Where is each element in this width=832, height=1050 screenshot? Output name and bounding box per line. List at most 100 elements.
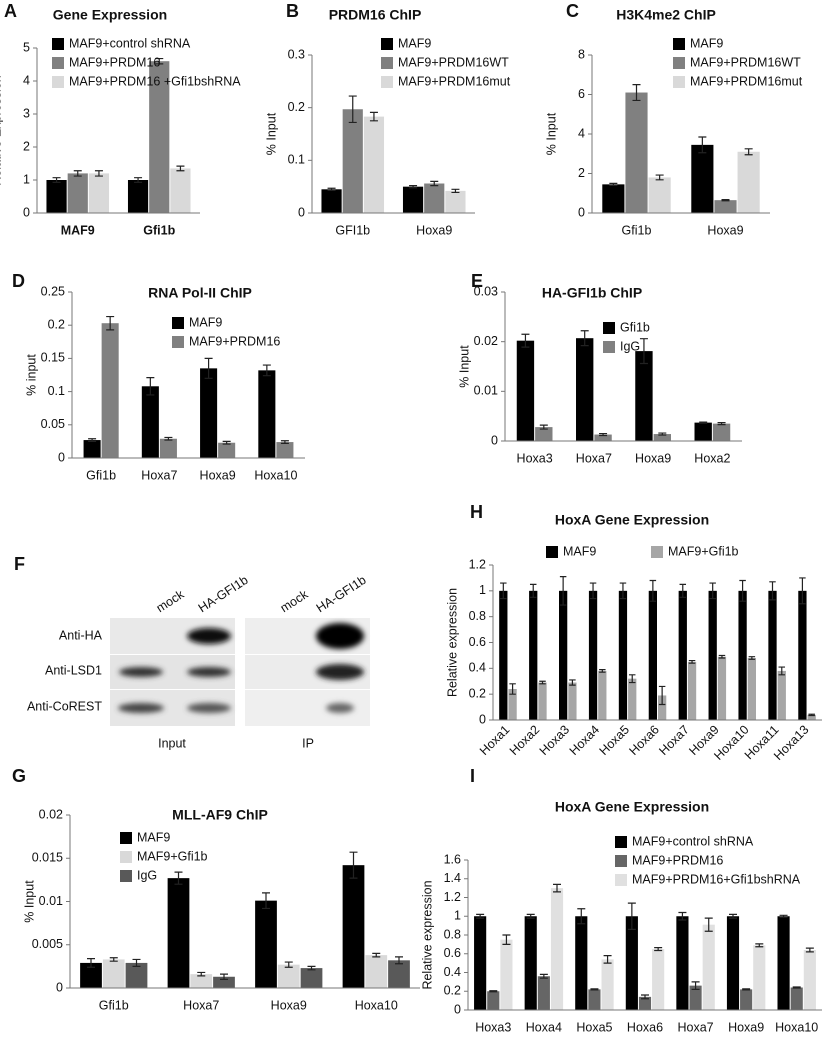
bar <box>342 109 363 213</box>
y-tick-label: 1 <box>454 909 461 923</box>
error-bar <box>580 330 589 347</box>
y-tick-label: 1.2 <box>469 557 486 571</box>
bar <box>790 987 803 1010</box>
error-bar <box>641 994 649 1000</box>
row-label: Anti-LSD1 <box>45 663 102 677</box>
y-tick-label: 0 <box>454 1002 461 1016</box>
error-bar <box>603 955 612 964</box>
legend-label: MAF9+Gfi1b <box>668 544 739 558</box>
bar <box>714 200 737 213</box>
error-bar <box>599 669 606 673</box>
error-bar <box>778 666 786 676</box>
x-tick-label: Gfi1b <box>143 223 175 237</box>
error-bar <box>721 198 730 202</box>
error-bar <box>109 957 118 962</box>
bar <box>141 386 159 458</box>
bar <box>538 682 547 720</box>
legend-swatch <box>381 76 393 88</box>
error-bar <box>509 683 516 695</box>
y-axis-label: Relative expression <box>420 880 434 989</box>
bar <box>652 949 665 1010</box>
error-bar <box>539 973 548 979</box>
blot-bands <box>118 623 364 713</box>
chart-title: MLL-AF9 ChIP <box>172 807 268 823</box>
y-tick-label: 0.6 <box>469 635 486 649</box>
legend-label: MAF9+PRDM16+Gfi1bshRNA <box>632 872 801 886</box>
y-tick-label: 0.2 <box>444 984 461 998</box>
bar <box>628 678 637 720</box>
legend-label: MAF9+PRDM16 <box>632 853 723 867</box>
bar <box>678 590 687 720</box>
x-tick-label: Hoxa9 <box>200 468 236 482</box>
x-tick-label: Hoxa9 <box>635 451 671 465</box>
bar <box>388 960 410 988</box>
y-axis-label: % input <box>24 354 38 396</box>
bar <box>689 985 702 1010</box>
y-tick-label: 0.005 <box>32 937 63 951</box>
bar <box>500 939 513 1010</box>
error-bar <box>599 432 608 437</box>
y-tick-label: 0.6 <box>444 946 461 960</box>
chart-title: PRDM16 ChIP <box>329 7 422 23</box>
bar <box>321 189 342 213</box>
panel-letter: G <box>12 766 26 786</box>
bar <box>67 173 88 213</box>
error-bar <box>372 952 381 958</box>
x-tick-label: Hoxa10 <box>775 1020 818 1034</box>
legend-label: IgG <box>620 339 640 353</box>
error-bar <box>609 182 618 186</box>
error-bar <box>704 917 713 932</box>
bar <box>101 323 119 458</box>
bar <box>200 368 218 458</box>
error-bar <box>164 436 173 441</box>
y-axis-label: % Input <box>457 345 471 388</box>
error-bar <box>197 971 206 977</box>
y-tick-label: 1.6 <box>444 852 461 866</box>
error-bar <box>262 364 271 377</box>
error-bar <box>539 680 546 685</box>
bar <box>170 168 191 213</box>
error-bar <box>590 988 599 991</box>
y-tick-label: 2 <box>578 166 585 180</box>
x-tick-label: Hoxa9 <box>271 998 307 1012</box>
bar <box>516 340 535 441</box>
y-tick-label: 3 <box>23 106 30 120</box>
group-label: IP <box>302 736 314 750</box>
y-tick-label: 0.1 <box>48 384 65 398</box>
y-tick-label: 0 <box>58 450 65 464</box>
bar <box>712 423 731 441</box>
legend-label: MAF9+PRDM16WT <box>398 55 509 69</box>
bar <box>601 959 614 1010</box>
error-bar <box>146 377 155 396</box>
x-tick-label: Hoxa5 <box>597 723 632 758</box>
error-bar <box>262 892 270 910</box>
bar <box>777 916 790 1010</box>
bar <box>80 962 102 988</box>
x-tick-label: Hoxa9 <box>728 1020 764 1034</box>
bar <box>768 590 777 720</box>
legend-label: MAF9+PRDM16 <box>189 334 280 348</box>
bar <box>535 427 553 441</box>
error-bar <box>748 656 756 660</box>
bar <box>658 695 667 720</box>
error-bar <box>521 333 530 348</box>
error-bar <box>709 582 716 600</box>
y-axis-label: % Input <box>544 112 558 155</box>
panel-letter: F <box>14 554 25 574</box>
error-bar <box>632 84 641 102</box>
y-tick-label: 2 <box>23 139 30 153</box>
x-tick-label: Hoxa7 <box>678 1020 714 1034</box>
bar <box>625 916 638 1010</box>
chart-title: HoxA Gene Expression <box>555 799 709 815</box>
x-tick-label: Hoxa4 <box>567 723 602 758</box>
lane-label: HA-GFI1b <box>314 573 369 615</box>
bar <box>537 976 550 1010</box>
bar <box>125 962 148 988</box>
y-tick-label: 4 <box>23 73 30 87</box>
bar <box>499 590 508 720</box>
legend-swatch <box>120 870 132 882</box>
bar <box>149 61 170 214</box>
bar <box>190 974 213 988</box>
error-bar <box>132 958 141 967</box>
y-tick-label: 1.2 <box>444 890 461 904</box>
